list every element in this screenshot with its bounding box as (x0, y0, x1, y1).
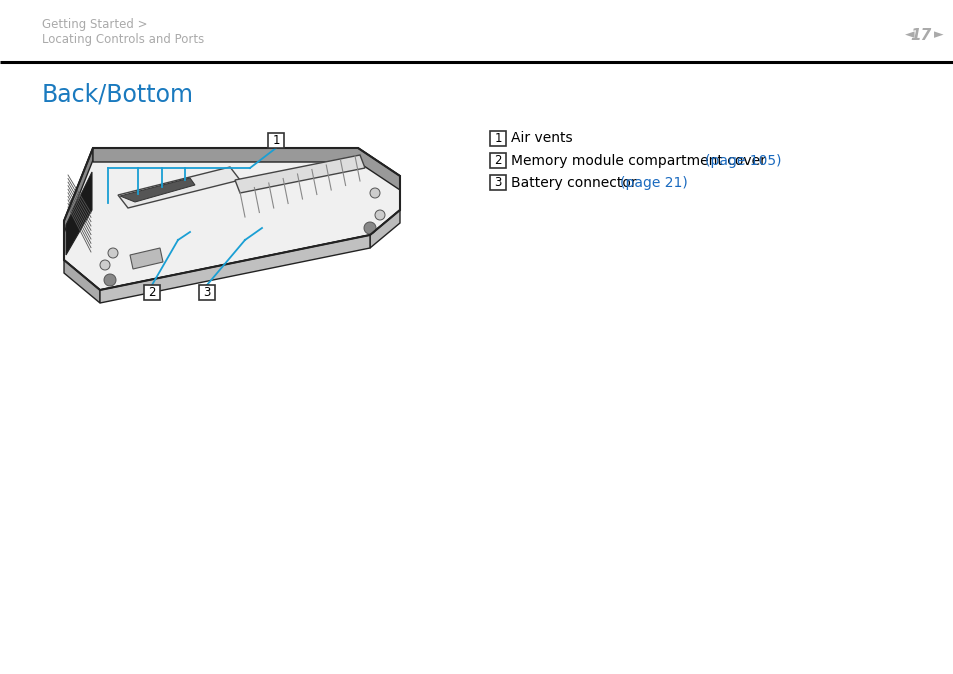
Text: 2: 2 (148, 286, 155, 299)
Text: ►: ► (933, 28, 943, 42)
Polygon shape (66, 172, 91, 255)
Text: ◄: ◄ (904, 28, 914, 42)
FancyBboxPatch shape (490, 152, 505, 168)
Text: 2: 2 (494, 154, 501, 167)
Polygon shape (370, 210, 399, 248)
Text: (page 105): (page 105) (704, 154, 781, 168)
Polygon shape (130, 248, 163, 269)
Text: (page 21): (page 21) (619, 175, 687, 189)
Text: Memory module compartment cover: Memory module compartment cover (511, 154, 769, 168)
Circle shape (104, 274, 116, 286)
FancyBboxPatch shape (144, 284, 160, 299)
FancyBboxPatch shape (490, 131, 505, 146)
Polygon shape (234, 155, 365, 193)
Text: Locating Controls and Ports: Locating Controls and Ports (42, 33, 204, 46)
FancyBboxPatch shape (490, 175, 505, 189)
Text: 3: 3 (203, 286, 211, 299)
Text: 3: 3 (494, 176, 501, 189)
Polygon shape (118, 167, 240, 208)
Circle shape (108, 248, 118, 258)
Circle shape (375, 210, 385, 220)
Text: Getting Started >: Getting Started > (42, 18, 148, 31)
FancyBboxPatch shape (199, 284, 214, 299)
Text: 17: 17 (909, 28, 931, 42)
Polygon shape (64, 148, 92, 233)
Text: Back/Bottom: Back/Bottom (42, 82, 193, 106)
Polygon shape (64, 260, 100, 303)
Circle shape (100, 260, 110, 270)
Circle shape (364, 222, 375, 234)
FancyBboxPatch shape (268, 133, 284, 148)
Polygon shape (120, 178, 194, 202)
Text: Air vents: Air vents (511, 131, 572, 146)
Polygon shape (100, 235, 370, 303)
Polygon shape (92, 148, 399, 190)
Text: 1: 1 (494, 132, 501, 145)
Text: 1: 1 (272, 134, 279, 147)
Polygon shape (64, 148, 399, 290)
Circle shape (370, 188, 379, 198)
Text: Battery connector: Battery connector (511, 175, 640, 189)
